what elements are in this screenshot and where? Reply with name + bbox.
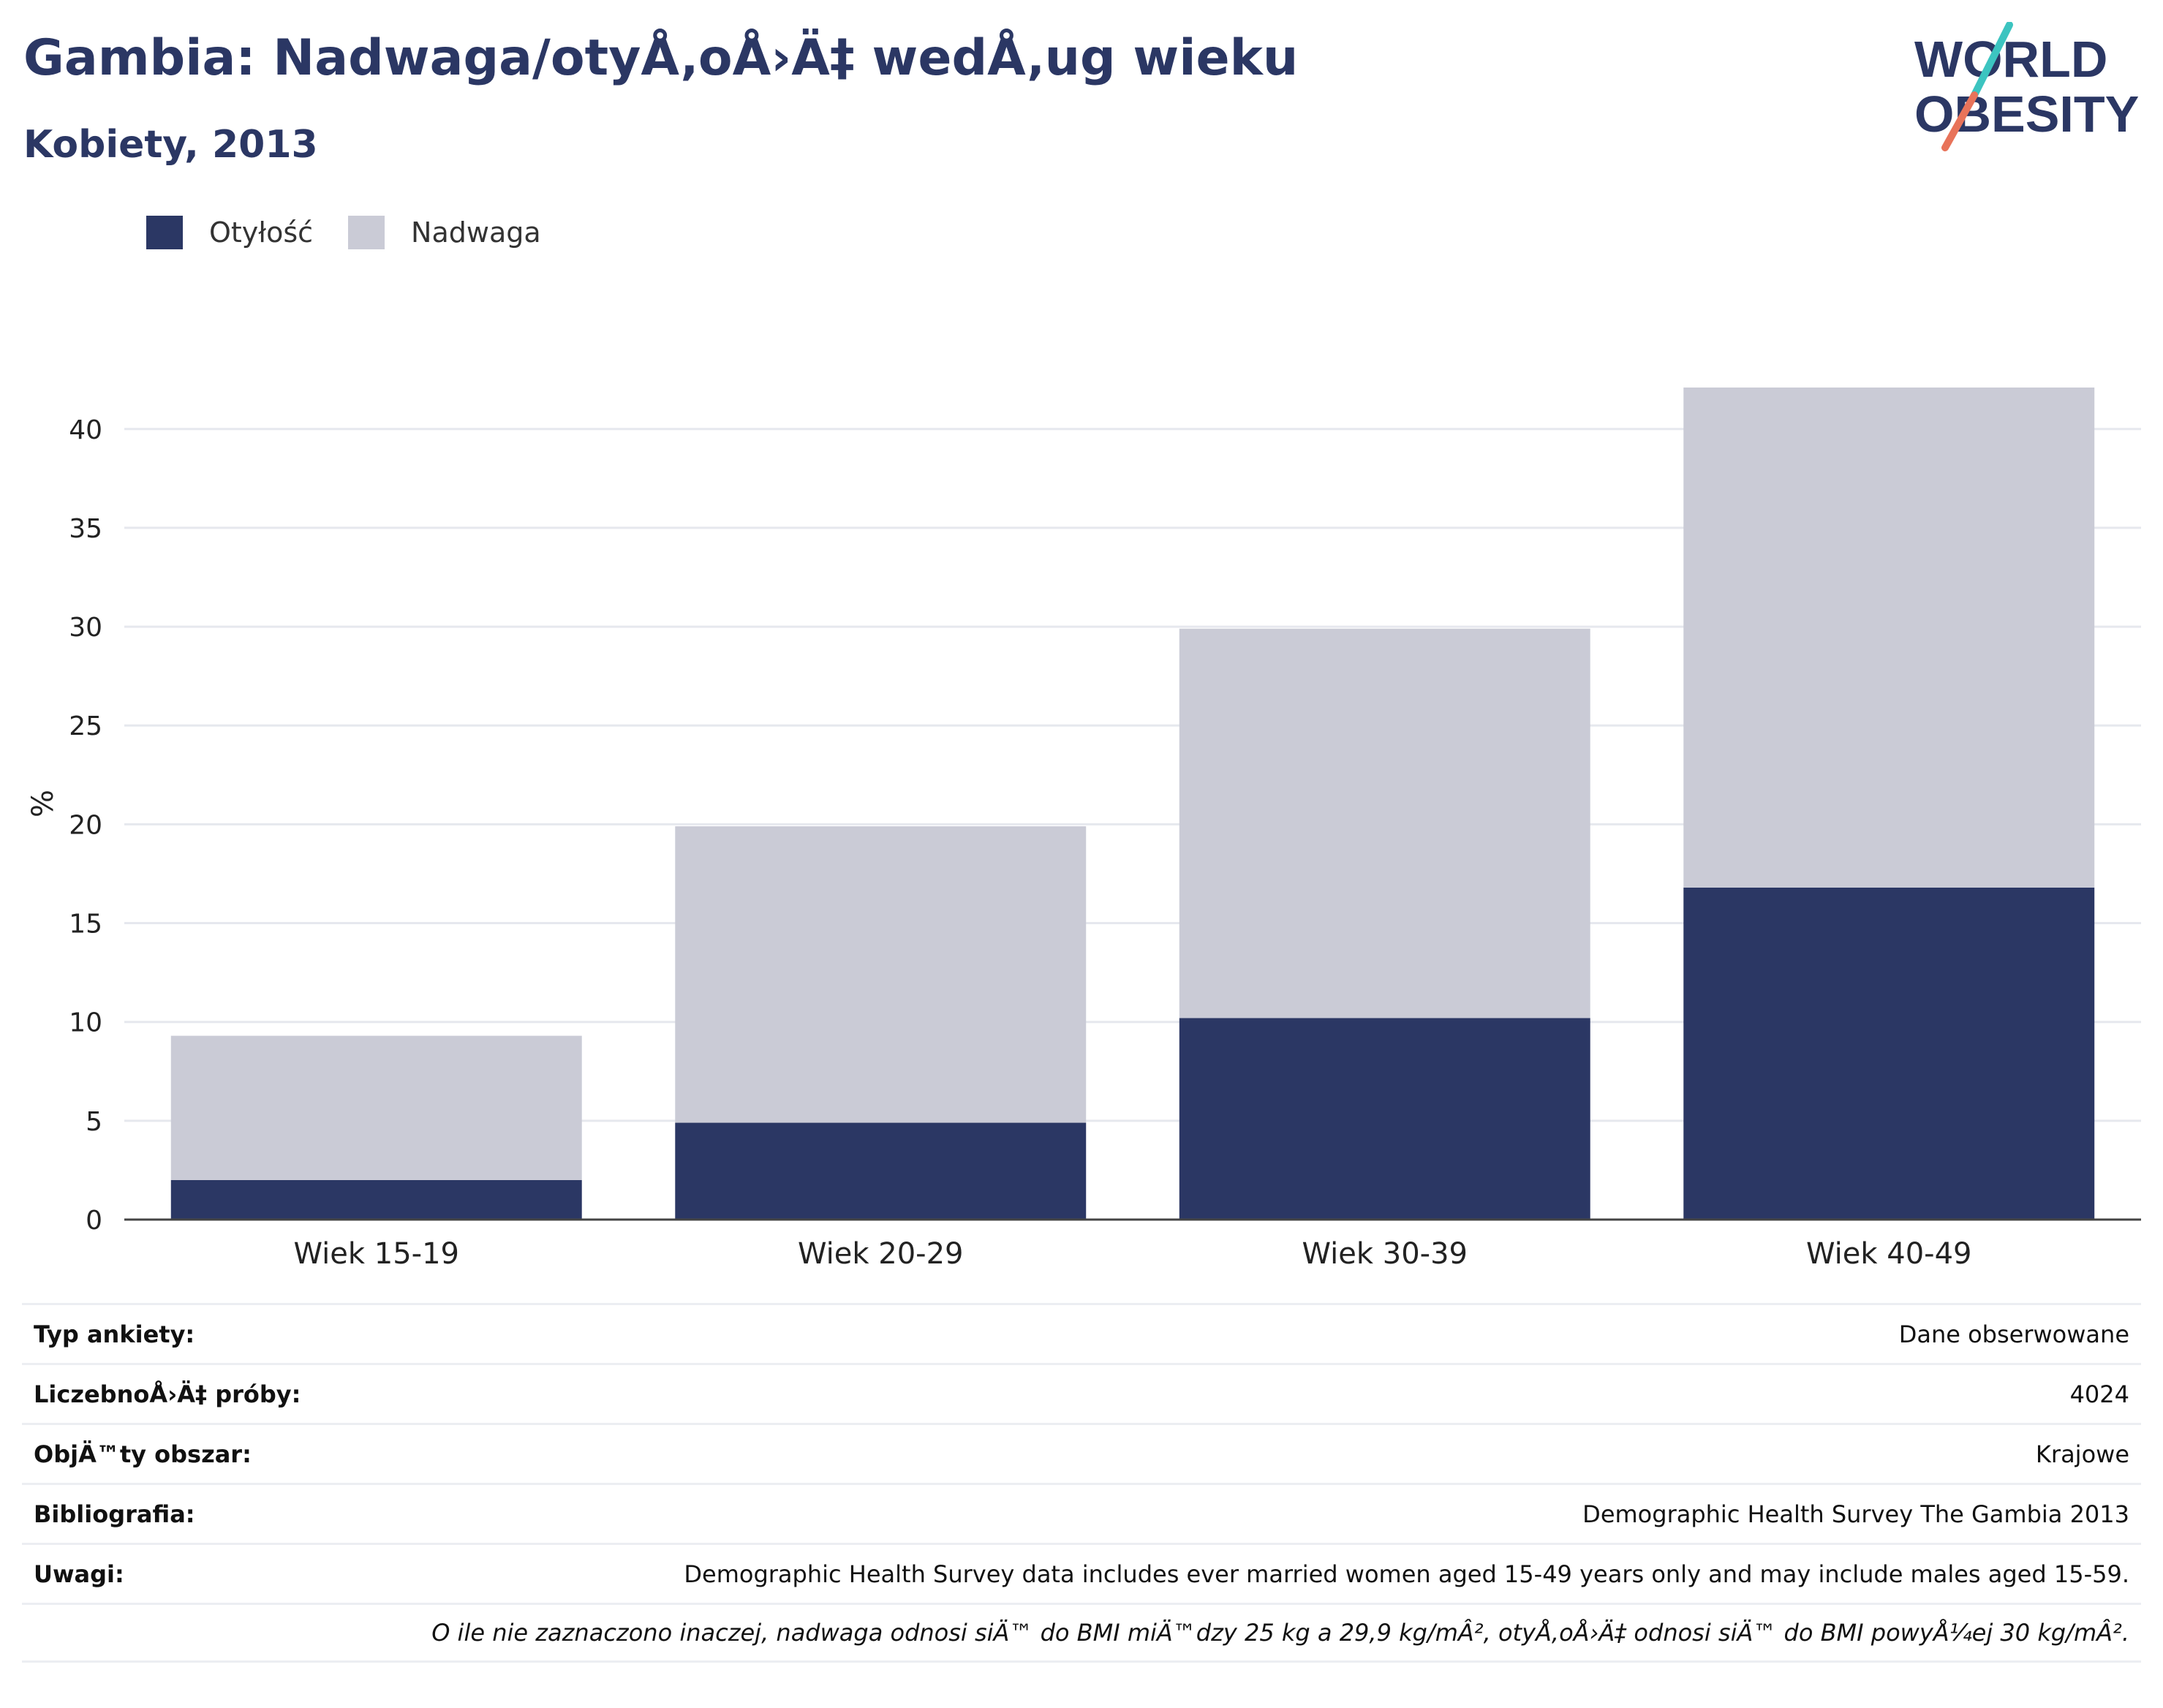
info-label: ObjÄ™ty obszar:: [34, 1440, 252, 1468]
bar-overweight: [170, 1035, 582, 1180]
x-tick-label: Wiek 40-49: [1806, 1237, 1972, 1271]
legend-item-obesity[interactable]: Otyłość: [146, 216, 313, 249]
y-tick-label: 0: [86, 1206, 102, 1236]
bar-overweight: [1683, 388, 2095, 888]
legend-swatch-overweight: [348, 216, 385, 249]
bar-layer: [170, 388, 2095, 1220]
info-row-area: ObjÄ™ty obszar: Krajowe: [22, 1423, 2141, 1483]
bar-overweight: [675, 826, 1087, 1123]
info-value: Demographic Health Survey data includes …: [684, 1560, 2129, 1588]
y-tick-label: 40: [69, 415, 102, 445]
legend-label-overweight: Nadwaga: [411, 216, 541, 249]
legend-swatch-obesity: [146, 216, 183, 249]
stacked-bar-chart: 0 5 10 15 20 25 30 35 40% Wiek 15-19 Wiek 20-29 Wie…: [26, 388, 2141, 1271]
x-tick-label: Wiek 15-19: [293, 1237, 459, 1271]
info-label: Bibliografia:: [34, 1500, 195, 1528]
logo-slash-coral-icon: [1941, 91, 1978, 151]
info-label: Typ ankiety:: [34, 1320, 195, 1348]
y-tick-label: 35: [69, 514, 102, 544]
info-value: 4024: [2069, 1380, 2129, 1408]
info-row-sample-size: LiczebnoÅ›Ä‡ próby: 4024: [22, 1363, 2141, 1423]
info-row-survey-type: Typ ankiety: Dane obserwowane: [22, 1303, 2141, 1363]
survey-info-table: Typ ankiety: Dane obserwowane LiczebnoÅ›…: [22, 1303, 2141, 1663]
chart-legend: Otyłość Nadwaga: [146, 216, 576, 249]
info-row-notes: Uwagi: Demographic Health Survey data in…: [22, 1543, 2141, 1603]
bar-obesity: [675, 1122, 1087, 1220]
info-value: Demographic Health Survey The Gambia 201…: [1582, 1500, 2129, 1528]
legend-label-obesity: Otyłość: [209, 216, 314, 249]
info-value: Dane obserwowane: [1898, 1320, 2129, 1348]
bar-obesity: [1179, 1018, 1590, 1220]
logo-word-1: WORLD: [1914, 31, 2107, 88]
y-tick-label: 5: [86, 1107, 102, 1137]
y-tick-label: 30: [69, 613, 102, 643]
bar-obesity: [170, 1179, 582, 1220]
y-tick-label: 10: [69, 1008, 102, 1038]
logo-slash-teal-icon: [1971, 22, 2013, 99]
bar-obesity: [1683, 887, 2095, 1220]
info-row-definition-note: O ile nie zaznaczono inaczej, nadwaga od…: [22, 1603, 2141, 1663]
info-label: Uwagi:: [34, 1560, 124, 1588]
x-tick-label: Wiek 30-39: [1302, 1237, 1468, 1271]
definition-note: O ile nie zaznaczono inaczej, nadwaga od…: [431, 1619, 2129, 1647]
legend-item-overweight[interactable]: Nadwaga: [348, 216, 541, 249]
bar-overweight: [1179, 628, 1590, 1019]
chart-subtitle: Kobiety, 2013: [23, 123, 318, 167]
y-tick-label: 20: [69, 810, 102, 840]
chart-title: Gambia: Nadwaga/otyÅ‚oÅ›Ä‡ wedÅ‚ug wieku: [23, 29, 1299, 87]
info-label: LiczebnoÅ›Ä‡ próby:: [34, 1380, 301, 1408]
world-obesity-logo: WORLD OBESITY: [1914, 22, 2139, 151]
y-tick-label: 15: [69, 910, 102, 940]
info-value: Krajowe: [2035, 1440, 2129, 1468]
info-row-bibliography: Bibliografia: Demographic Health Survey …: [22, 1483, 2141, 1543]
x-tick-label: Wiek 20-29: [798, 1237, 964, 1271]
axis-layer: 0 5 10 15 20 25 30 35 40% Wiek 15-19 Wiek 20-29 Wie…: [26, 415, 2141, 1271]
y-axis-label: %: [26, 790, 60, 817]
y-tick-label: 25: [69, 711, 102, 741]
